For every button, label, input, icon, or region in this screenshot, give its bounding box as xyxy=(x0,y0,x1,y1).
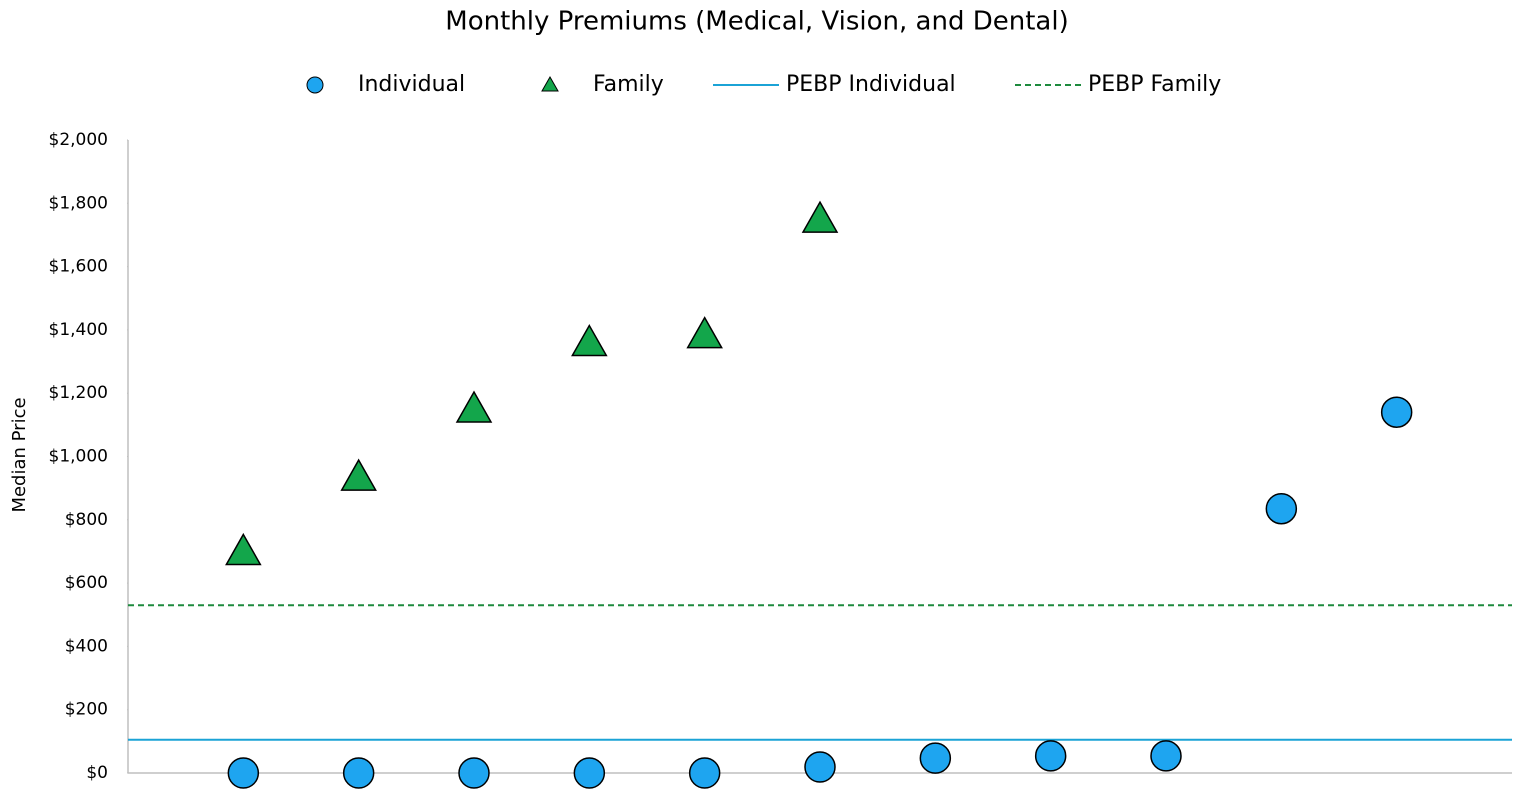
y-tick-label: $200 xyxy=(65,700,108,720)
y-tick-label: $1,800 xyxy=(49,193,108,213)
point xyxy=(455,390,493,423)
point xyxy=(227,757,260,789)
point xyxy=(342,757,375,789)
y-tick-label: $1,400 xyxy=(49,320,108,340)
y-axis-label: Median Price xyxy=(9,397,30,512)
point xyxy=(458,757,490,789)
y-tick-label: $600 xyxy=(65,573,108,593)
chart-title: Monthly Premiums (Medical, Vision, and D… xyxy=(445,7,1068,37)
y-tick-label: $2,000 xyxy=(49,130,108,150)
point xyxy=(571,324,608,357)
y-tick-label: $0 xyxy=(86,763,108,783)
y-tick-label: $1,000 xyxy=(49,447,108,467)
y-tick-label: $1,200 xyxy=(49,383,108,403)
y-tick-label: $400 xyxy=(65,636,108,656)
point xyxy=(1150,740,1182,772)
point xyxy=(1034,740,1067,772)
point xyxy=(919,742,952,774)
legend-label: Family xyxy=(593,72,664,97)
point xyxy=(688,757,721,789)
point xyxy=(340,458,377,491)
point xyxy=(1265,492,1298,525)
legend-label: Individual xyxy=(358,72,465,97)
point xyxy=(801,200,839,233)
point xyxy=(804,751,836,783)
y-tick-label: $1,600 xyxy=(49,257,108,277)
point xyxy=(686,316,723,349)
point xyxy=(1380,396,1413,428)
legend-symbol xyxy=(306,76,324,94)
point xyxy=(573,757,606,789)
legend-label: PEBP Family xyxy=(1088,72,1221,97)
legend-symbol xyxy=(541,75,559,92)
point xyxy=(225,532,262,566)
y-tick-label: $800 xyxy=(65,510,108,530)
legend-label: PEBP Individual xyxy=(786,72,956,97)
